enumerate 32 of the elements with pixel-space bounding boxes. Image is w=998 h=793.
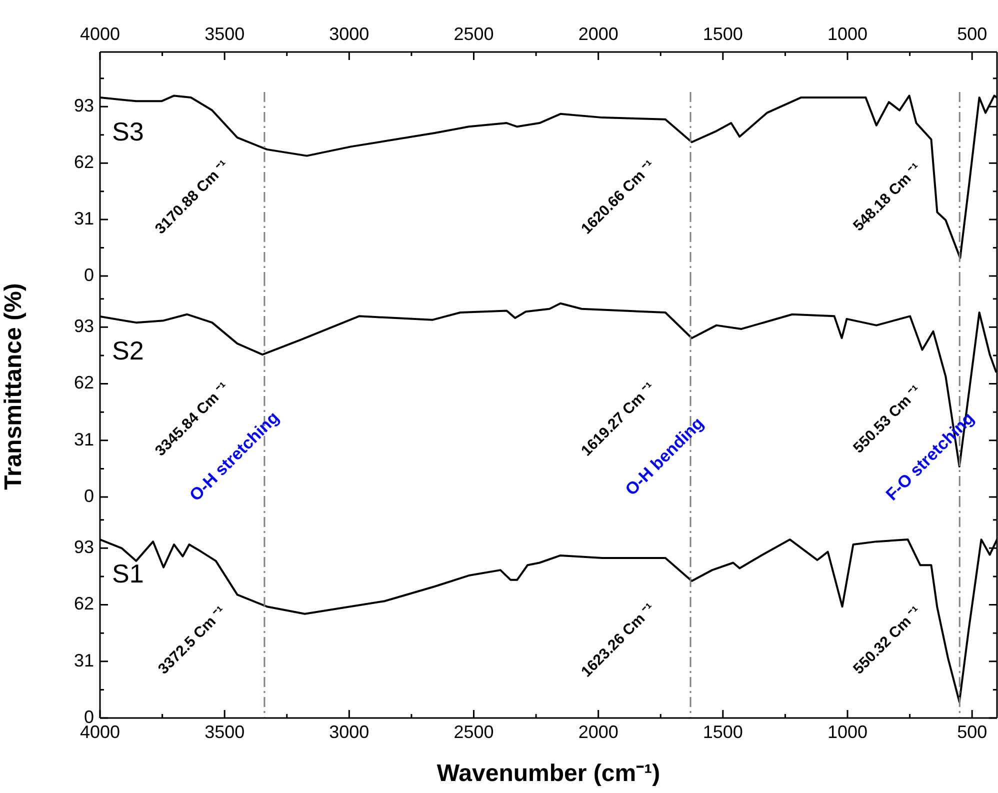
x-tick-label: 1000 bbox=[827, 722, 868, 742]
series-label: S3 bbox=[112, 116, 144, 147]
x-tick-label: 2500 bbox=[454, 722, 494, 742]
x2-tick-label: 1000 bbox=[827, 24, 868, 44]
y-tick-label: 62 bbox=[74, 372, 94, 393]
x-axis-title: Wavenumber (cm⁻¹) bbox=[436, 760, 660, 788]
x-tick-label: 2000 bbox=[578, 722, 618, 742]
y-tick-label: 31 bbox=[74, 208, 94, 229]
x-tick-label: 500 bbox=[957, 722, 988, 742]
x-tick-label: 3500 bbox=[204, 722, 245, 742]
y-tick-label: 31 bbox=[74, 429, 94, 450]
series-label: S2 bbox=[112, 336, 144, 366]
y-tick-label: 62 bbox=[74, 152, 94, 172]
x2-tick-label: 3000 bbox=[329, 24, 370, 44]
y-tick-label: 0 bbox=[84, 706, 94, 727]
y-tick-label: 93 bbox=[74, 537, 94, 558]
x2-tick-label: 3500 bbox=[204, 24, 245, 44]
x-tick-label: 3000 bbox=[329, 722, 370, 742]
y-tick-label: 93 bbox=[74, 316, 94, 336]
y-tick-label: 93 bbox=[74, 96, 94, 116]
x2-tick-label: 2000 bbox=[578, 24, 618, 44]
x2-tick-label: 500 bbox=[957, 24, 988, 44]
y-tick-label: 0 bbox=[84, 486, 94, 506]
x2-tick-label: 1500 bbox=[702, 24, 743, 44]
y-tick-label: 62 bbox=[74, 594, 94, 614]
series-label: S1 bbox=[112, 558, 144, 589]
x2-tick-label: 2500 bbox=[454, 24, 494, 44]
y-tick-label: 31 bbox=[74, 650, 94, 670]
y-axis-title: Transmittance (%) bbox=[0, 283, 28, 490]
x2-tick-label: 4000 bbox=[80, 24, 120, 44]
y-tick-label: 0 bbox=[84, 264, 94, 285]
x-tick-label: 1500 bbox=[702, 722, 743, 742]
